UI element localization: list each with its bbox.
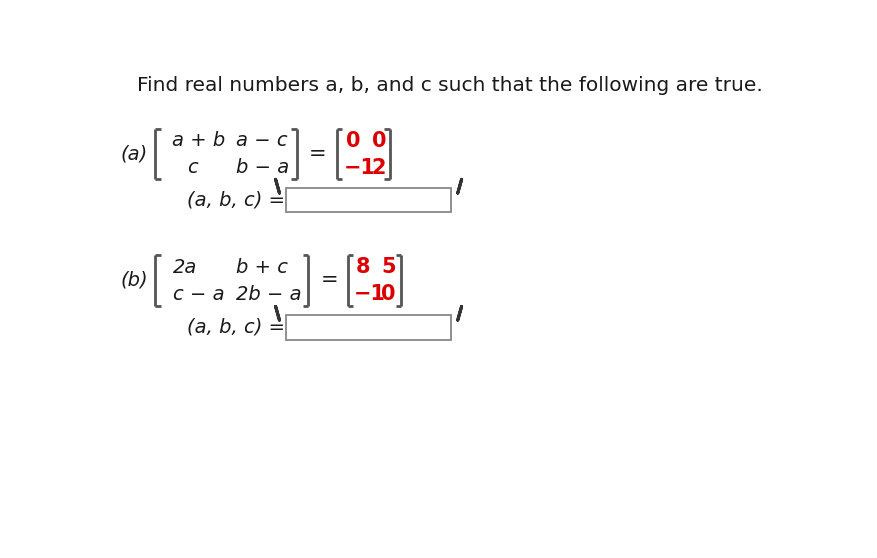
Text: 2a: 2a <box>173 258 197 277</box>
Text: (b): (b) <box>120 271 148 290</box>
Text: b + c: b + c <box>236 258 288 277</box>
Text: 2b − a: 2b − a <box>236 285 302 304</box>
Text: c: c <box>187 158 198 177</box>
Text: Find real numbers a, b, and c such that the following are true.: Find real numbers a, b, and c such that … <box>137 76 762 95</box>
Text: b − a: b − a <box>236 158 289 177</box>
Text: (a, b, c) =: (a, b, c) = <box>187 191 285 210</box>
Text: 2: 2 <box>371 158 386 178</box>
Text: =: = <box>320 270 338 290</box>
Text: −1: −1 <box>344 158 375 178</box>
Text: a + b: a + b <box>172 131 225 150</box>
Text: =: = <box>309 144 326 164</box>
Text: 8: 8 <box>356 257 370 277</box>
Text: a − c: a − c <box>236 131 288 150</box>
Text: c − a: c − a <box>173 285 225 304</box>
Text: (a): (a) <box>120 145 147 163</box>
Text: 5: 5 <box>381 257 396 277</box>
Bar <box>286 188 450 213</box>
Text: 0: 0 <box>371 131 386 151</box>
Text: (a, b, c) =: (a, b, c) = <box>187 318 285 336</box>
Text: 0: 0 <box>346 131 360 151</box>
Bar <box>286 315 450 339</box>
Text: −1: −1 <box>353 284 385 304</box>
Text: 0: 0 <box>381 284 395 304</box>
